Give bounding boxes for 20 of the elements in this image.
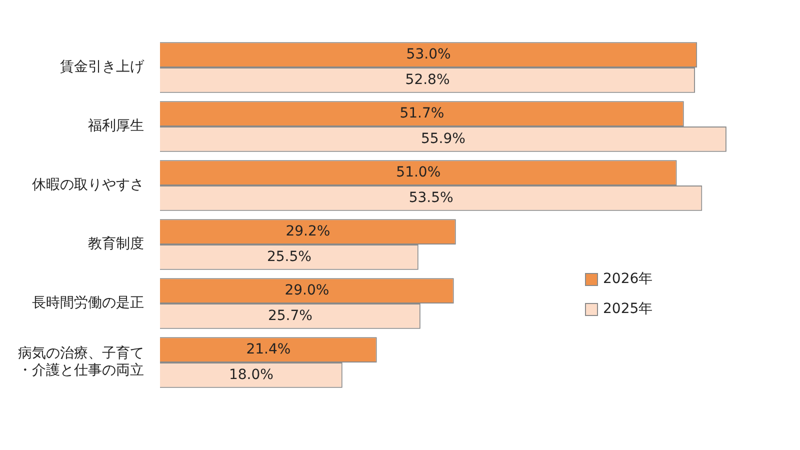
- data-label: 29.0%: [284, 282, 330, 298]
- data-label: 52.8%: [405, 72, 450, 88]
- y-tick-label: 病気の治療、子育て・介護と仕事の両立: [18, 344, 144, 379]
- y-tick-label: 休暇の取りやすさ: [32, 177, 144, 194]
- data-label: 51.7%: [400, 105, 444, 122]
- data-label: 53.0%: [406, 46, 451, 62]
- y-tick-label: 長時間労働の是正: [32, 295, 144, 312]
- data-label: 53.5%: [408, 190, 454, 206]
- y-tick-label: 賃金引き上げ: [60, 59, 145, 76]
- data-label: 18.0%: [228, 366, 274, 383]
- data-label: 55.9%: [420, 130, 466, 147]
- y-tick-label: 福利厚生: [88, 118, 144, 134]
- data-label: 25.5%: [266, 248, 312, 265]
- data-label: 25.7%: [268, 308, 312, 324]
- data-label: 21.4%: [246, 341, 291, 358]
- legend-label: 2026年: [603, 270, 653, 288]
- y-tick-label: 教育制度: [88, 235, 144, 252]
- data-label: 29.2%: [286, 223, 330, 240]
- data-label: 51.0%: [396, 164, 441, 180]
- legend-label: 2025年: [603, 300, 653, 318]
